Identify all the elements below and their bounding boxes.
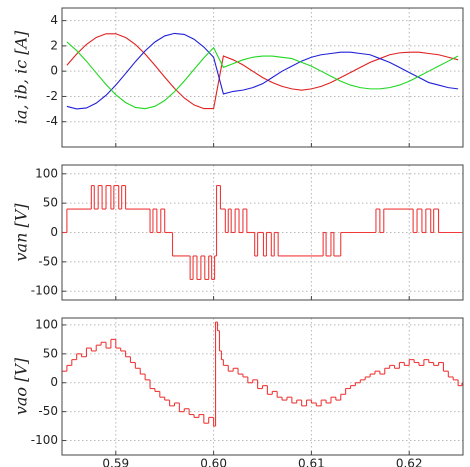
- panel: -4 -2 0 2 4 ia, ib, ic [A]: [12, 7, 464, 148]
- data-line: [66, 33, 459, 110]
- data-line: [66, 32, 459, 110]
- data-line: [66, 41, 459, 110]
- plot-frame: [61, 317, 464, 456]
- y-tick-label: 0: [50, 375, 58, 389]
- y-tick-label: 100: [35, 317, 58, 331]
- y-tick-label: 4: [50, 13, 58, 27]
- y-tick-label: -50: [38, 254, 58, 268]
- y-tick-label: 50: [43, 346, 58, 360]
- y-tick-label: 50: [43, 196, 58, 210]
- y-axis-label: ia, ib, ic [A]: [12, 30, 31, 124]
- x-tick-label: 0.60: [200, 457, 227, 467]
- x-tick-label: 0.62: [396, 457, 423, 467]
- y-tick-label: -4: [46, 114, 58, 128]
- y-axis-label: vao [V]: [12, 357, 31, 415]
- series-group: [62, 184, 463, 281]
- plot-frame: [61, 7, 464, 148]
- y-tick-label: -2: [46, 89, 58, 103]
- y-axis-label: van [V]: [12, 203, 31, 262]
- y-tick-label: -100: [31, 284, 58, 298]
- y-tick-label: 100: [35, 166, 58, 180]
- y-tick-label: -100: [31, 433, 58, 447]
- y-tick-label: 0: [50, 64, 58, 78]
- y-tick-label: 2: [50, 38, 58, 52]
- x-tick-label: 0.59: [102, 457, 129, 467]
- panel: 0.59 0.60 0.61 0.62 -100 -50 0 50 100 vao [V]: [12, 317, 464, 467]
- x-tick-label: 0.61: [298, 457, 325, 467]
- panel: -100 -50 0 50 100 van [V]: [12, 164, 464, 301]
- series-group: [66, 32, 459, 110]
- y-tick-label: 0: [50, 225, 58, 239]
- plot-frame: [61, 164, 464, 301]
- series-group: [62, 321, 463, 427]
- y-tick-label: -50: [38, 404, 58, 418]
